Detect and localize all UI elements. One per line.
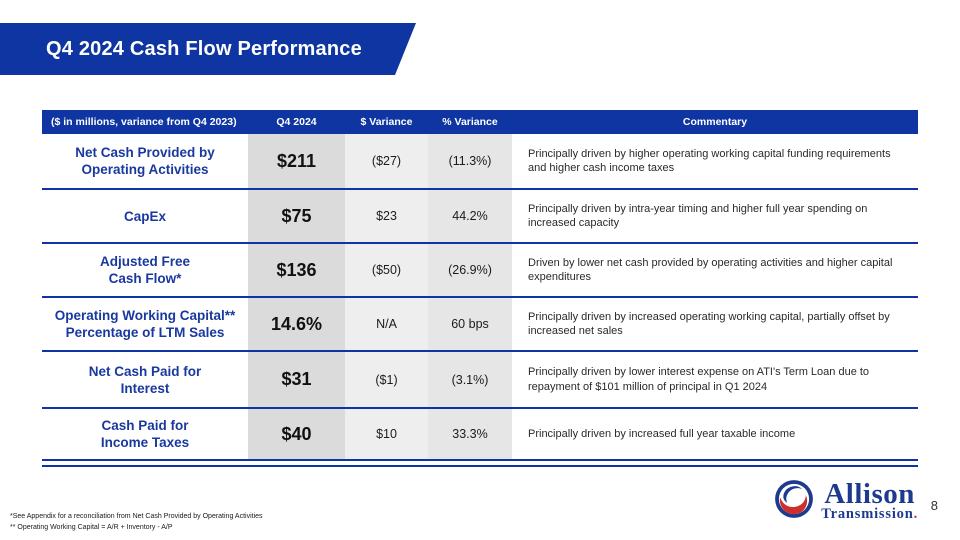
row-label: Adjusted Free Cash Flow*	[99, 254, 191, 286]
commentary-text: Principally driven by increased operatin…	[528, 310, 890, 338]
row-label: CapEx	[123, 208, 167, 224]
allison-transmission-logo: Allison Transmission.	[773, 478, 918, 525]
dollar-variance-value: ($50)	[345, 244, 428, 296]
logo-wordmark: Allison Transmission.	[821, 478, 918, 522]
row-label: Net Cash Provided by Operating Activitie…	[75, 145, 215, 177]
dollar-variance-value: $10	[345, 409, 428, 459]
allison-emblem-icon	[773, 478, 815, 525]
table-row-operating-working-capital: Operating Working Capital** Percentage o…	[42, 296, 918, 350]
row-label: Net Cash Paid for Interest	[88, 363, 202, 396]
table-body: Net Cash Provided by Operating Activitie…	[42, 134, 918, 459]
logo-red-dot: .	[913, 506, 918, 522]
table-row-capex: CapEx $75 $23 44.2% Principally driven b…	[42, 188, 918, 242]
header-metric-label: ($ in millions, variance from Q4 2023)	[51, 116, 237, 128]
q4-2024-value: $136	[248, 244, 345, 296]
q4-2024-value: $31	[248, 352, 345, 407]
q4-2024-value: 14.6%	[248, 298, 345, 350]
table-header-row: ($ in millions, variance from Q4 2023) Q…	[42, 110, 918, 134]
pct-variance-value: 44.2%	[428, 190, 512, 242]
pct-variance-value: 60 bps	[428, 298, 512, 350]
footnote-owc-definition: ** Operating Working Capital = A/R + Inv…	[10, 524, 173, 531]
header-pct-variance: % Variance	[442, 116, 498, 128]
q4-2024-value: $75	[248, 190, 345, 242]
commentary-text: Driven by lower net cash provided by ope…	[528, 256, 893, 284]
header-q4-2024: Q4 2024	[276, 116, 317, 128]
header-commentary: Commentary	[682, 116, 748, 128]
commentary-text: Principally driven by intra-year timing …	[528, 202, 868, 230]
table-row-net-cash-operating: Net Cash Provided by Operating Activitie…	[42, 134, 918, 188]
q4-2024-value: $211	[248, 134, 345, 188]
cash-flow-table: ($ in millions, variance from Q4 2023) Q…	[42, 110, 918, 467]
page-title: Q4 2024 Cash Flow Performance	[46, 37, 362, 60]
commentary-text: Principally driven by increased full yea…	[528, 427, 796, 440]
table-row-cash-paid-income-taxes: Cash Paid for Income Taxes $40 $10 33.3%…	[42, 407, 918, 459]
dollar-variance-value: $23	[345, 190, 428, 242]
row-label: Operating Working Capital** Percentage o…	[54, 308, 236, 340]
table-row-net-cash-paid-interest: Net Cash Paid for Interest $31 ($1) (3.1…	[42, 350, 918, 407]
footnote-appendix: *See Appendix for a reconciliation from …	[10, 513, 263, 520]
logo-sub-text: Transmission.	[821, 506, 918, 522]
q4-2024-value: $40	[248, 409, 345, 459]
logo-name-text: Allison	[824, 478, 915, 510]
pct-variance-value: (3.1%)	[428, 352, 512, 407]
table-bottom-rule	[42, 459, 918, 467]
dollar-variance-value: ($1)	[345, 352, 428, 407]
title-banner: Q4 2024 Cash Flow Performance	[0, 23, 416, 75]
pct-variance-value: 33.3%	[428, 409, 512, 459]
commentary-text: Principally driven by higher operating w…	[528, 147, 891, 175]
footnotes: *See Appendix for a reconciliation from …	[10, 511, 263, 533]
commentary-text: Principally driven by lower interest exp…	[528, 366, 870, 393]
dollar-variance-value: N/A	[345, 298, 428, 350]
table-row-adjusted-free-cash-flow: Adjusted Free Cash Flow* $136 ($50) (26.…	[42, 242, 918, 296]
pct-variance-value: (11.3%)	[428, 134, 512, 188]
dollar-variance-value: ($27)	[345, 134, 428, 188]
row-label: Cash Paid for Income Taxes	[100, 418, 190, 450]
pct-variance-value: (26.9%)	[428, 244, 512, 296]
page-number: 8	[930, 498, 938, 513]
header-dollar-variance: $ Variance	[360, 116, 413, 128]
